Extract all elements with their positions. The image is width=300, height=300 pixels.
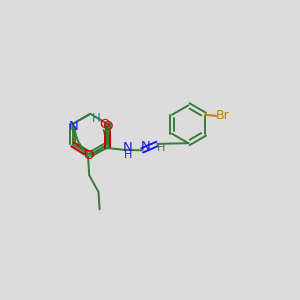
Text: O: O xyxy=(83,149,94,162)
Text: N: N xyxy=(141,140,151,153)
Text: H: H xyxy=(124,150,132,160)
Text: Br: Br xyxy=(216,110,230,122)
Text: O: O xyxy=(102,120,113,133)
Text: N: N xyxy=(69,120,79,133)
Text: N: N xyxy=(123,141,133,154)
Text: H: H xyxy=(92,112,101,124)
Text: O: O xyxy=(100,118,110,131)
Text: H: H xyxy=(157,143,166,153)
